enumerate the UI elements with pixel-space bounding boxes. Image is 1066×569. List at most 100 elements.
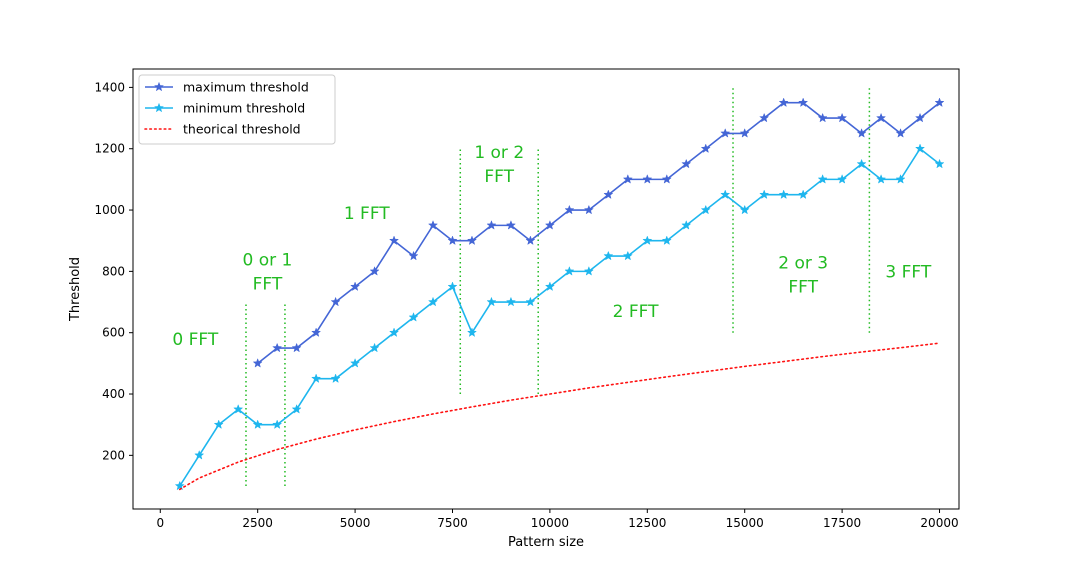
series-line — [257, 101, 941, 364]
data-point — [720, 189, 731, 200]
data-point — [759, 189, 770, 200]
y-axis-label: Threshold — [68, 257, 83, 322]
y-tick-label: 800 — [102, 264, 125, 278]
data-point — [447, 235, 458, 246]
data-point — [856, 128, 867, 138]
data-point — [895, 174, 906, 184]
data-point — [350, 358, 361, 368]
annotation-text: 3 FFT — [885, 262, 931, 282]
series-line — [179, 147, 941, 487]
series-1 — [174, 143, 945, 491]
legend-item: minimum threshold — [145, 101, 305, 116]
data-point — [837, 112, 848, 123]
data-point — [778, 189, 789, 200]
y-tick-label: 1200 — [94, 142, 125, 156]
data-point — [603, 189, 614, 200]
data-point — [408, 312, 419, 322]
x-tick-label: 20000 — [920, 516, 958, 530]
data-point — [486, 296, 497, 307]
series-line — [178, 342, 941, 491]
data-point — [759, 112, 770, 123]
annotation-text: 2 or 3 — [778, 253, 828, 273]
data-point — [681, 220, 692, 230]
data-point — [876, 174, 887, 184]
data-point — [252, 419, 263, 429]
data-point — [252, 358, 263, 368]
data-point — [427, 220, 439, 230]
data-point — [622, 174, 633, 184]
x-tick-label: 0 — [156, 516, 164, 530]
data-point — [856, 158, 867, 169]
data-point — [174, 480, 185, 491]
annotation-text: 2 FFT — [613, 302, 659, 322]
data-point — [661, 174, 672, 184]
data-point — [447, 281, 458, 291]
data-point — [914, 112, 926, 123]
data-point — [798, 189, 809, 200]
data-point — [291, 404, 302, 414]
y-tick-label: 400 — [102, 387, 125, 401]
data-point — [739, 204, 750, 215]
data-point — [272, 342, 283, 353]
data-point — [369, 342, 380, 353]
y-tick-label: 1000 — [94, 203, 125, 217]
annotations: 0 FFT 0 or 1 FFT 1 FFT 1 or 2 FFT 2 FFT 2 or 3 F… — [172, 143, 931, 350]
data-point — [914, 143, 926, 154]
data-point — [486, 220, 497, 230]
x-tick-label: 15000 — [726, 516, 764, 530]
data-point — [798, 97, 809, 108]
data-point — [895, 128, 906, 138]
x-tick-label: 2500 — [242, 516, 273, 530]
legend-marker — [153, 102, 165, 113]
legend-label: maximum threshold — [183, 80, 309, 95]
data-point — [291, 342, 302, 353]
x-tick-label: 10000 — [531, 516, 569, 530]
series-layer — [174, 97, 945, 491]
data-point — [622, 250, 633, 261]
data-point — [311, 373, 322, 383]
legend-label: minimum threshold — [183, 101, 305, 116]
x-axis-label: Pattern size — [508, 535, 584, 550]
data-point — [661, 235, 672, 246]
annotation-text: FFT — [253, 274, 283, 294]
data-point — [934, 158, 945, 169]
legend: maximum threshold minimum threshold theori… — [138, 74, 336, 145]
annotation-text: FFT — [788, 277, 818, 297]
data-point — [720, 128, 731, 138]
data-point — [778, 97, 789, 108]
data-point — [564, 266, 575, 276]
data-point — [817, 112, 828, 123]
annotation-text: 0 or 1 — [242, 250, 292, 270]
annotation-text: 1 or 2 — [474, 143, 524, 163]
annotation-text: 0 FFT — [172, 330, 218, 350]
y-tick-label: 1400 — [94, 80, 125, 94]
legend-label: theorical threshold — [183, 122, 301, 137]
series-2 — [178, 342, 941, 491]
data-point — [233, 404, 244, 414]
x-axis: 0 2500 5000 7500 10000 12500 15000 17500 20000 — [156, 509, 959, 530]
annotation-text: FFT — [484, 167, 514, 187]
data-point — [642, 235, 653, 246]
data-point — [213, 419, 224, 429]
data-point — [739, 128, 750, 138]
x-tick-label: 17500 — [823, 516, 861, 530]
data-point — [876, 112, 887, 123]
data-point — [466, 235, 478, 246]
legend-item: theorical threshold — [144, 122, 301, 137]
y-tick-label: 600 — [102, 326, 125, 340]
data-point — [330, 373, 341, 383]
data-point — [427, 296, 439, 307]
data-point — [350, 281, 361, 291]
data-point — [388, 235, 400, 246]
plot-frame — [132, 68, 960, 510]
data-point — [700, 143, 711, 154]
data-point — [700, 204, 711, 215]
data-point — [583, 204, 594, 215]
data-point — [466, 327, 478, 337]
data-point — [564, 204, 575, 215]
data-point — [505, 220, 516, 230]
data-point — [525, 296, 536, 307]
data-point — [525, 235, 536, 246]
legend-box — [138, 74, 336, 145]
data-point — [311, 327, 322, 337]
